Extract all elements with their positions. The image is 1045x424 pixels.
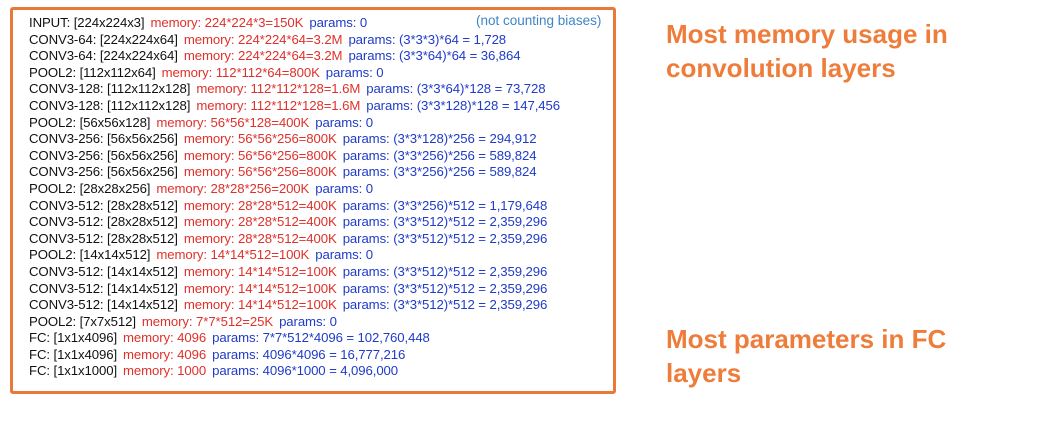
layer-row: CONV3-128: [112x112x128] memory: 112*112*… [29, 98, 566, 115]
memory-value: memory: 112*112*128=1.6M [196, 97, 361, 113]
layer-name: CONV3-64: [224x224x64] [29, 48, 178, 64]
layer-row: POOL2: [56x56x128] memory: 56*56*128=400K… [29, 115, 566, 132]
layer-row: CONV3-512: [28x28x512] memory: 28*28*512=… [29, 231, 566, 248]
params-callout-line: Most parameters in FC [666, 324, 947, 354]
memory-value: memory: 4096 [123, 346, 207, 362]
memory-value: memory: 1000 [123, 363, 207, 379]
layer-name: POOL2: [28x28x256] [29, 180, 151, 196]
memory-value: memory: 224*224*3=150K [150, 15, 304, 30]
layer-row: FC: [1x1x4096] memory: 4096 params: 4096*4… [29, 347, 566, 364]
layer-row: FC: [1x1x4096] memory: 4096 params: 7*7*51… [29, 330, 566, 347]
layer-row: CONV3-512: [14x14x512] memory: 14*14*512=… [29, 281, 566, 298]
layer-row: CONV3-512: [14x14x512] memory: 14*14*512=… [29, 297, 566, 314]
layer-row: CONV3-512: [28x28x512] memory: 28*28*512=… [29, 198, 566, 215]
layer-row: POOL2: [112x112x64] memory: 112*112*64=80… [29, 65, 566, 82]
layer-name: CONV3-512: [28x28x512] [29, 197, 178, 213]
params-value: params: (3*3*512)*512 = 2,359,296 [342, 280, 548, 296]
memory-value: memory: 28*28*256=200K [156, 180, 310, 196]
layer-name: FC: [1x1x4096] [29, 330, 118, 346]
params-value: params: 7*7*512*4096 = 102,760,448 [212, 330, 430, 346]
params-value: params: (3*3*3)*64 = 1,728 [348, 31, 507, 47]
layer-row: CONV3-64: [224x224x64] memory: 224*224*64… [29, 32, 566, 49]
params-value: params: 4096*4096 = 16,777,216 [212, 346, 406, 362]
params-value: params: (3*3*128)*128 = 147,456 [366, 97, 560, 113]
layer-name: CONV3-512: [14x14x512] [29, 263, 178, 279]
biases-note: (not counting biases) [476, 13, 602, 28]
memory-value: memory: 224*224*64=3.2M [183, 31, 343, 47]
params-callout-line: layers [666, 358, 742, 388]
layer-name: CONV3-128: [112x112x128] [29, 97, 191, 113]
layer-name: POOL2: [7x7x512] [29, 313, 136, 329]
params-value: params: 0 [309, 15, 368, 30]
memory-value: memory: 28*28*512=400K [183, 230, 337, 246]
params-value: params: 0 [279, 313, 337, 329]
params-value: params: (3*3*512)*512 = 2,359,296 [342, 297, 548, 313]
layer-name: POOL2: [112x112x64] [29, 64, 156, 80]
params-value: params: 0 [315, 114, 373, 130]
layer-row: CONV3-64: [224x224x64] memory: 224*224*64… [29, 48, 566, 65]
params-callout: Most parameters in FC layers [666, 322, 946, 390]
layer-row: POOL2: [14x14x512] memory: 14*14*512=100K… [29, 247, 566, 264]
layer-row: CONV3-256: [56x56x256] memory: 56*56*256=… [29, 148, 566, 165]
memory-value: memory: 4096 [123, 330, 207, 346]
layer-row: INPUT: [224x224x3] memory: 224*224*3=150K… [29, 15, 566, 32]
memory-value: memory: 28*28*512=400K [183, 214, 337, 230]
layer-row: CONV3-256: [56x56x256] memory: 56*56*256=… [29, 164, 566, 181]
memory-callout: Most memory usage in convolution layers [666, 17, 948, 85]
memory-value: memory: 14*14*512=100K [156, 247, 310, 263]
params-value: params: (3*3*256)*512 = 1,179,648 [342, 197, 548, 213]
params-value: params: 0 [315, 247, 373, 263]
layer-row: POOL2: [7x7x512] memory: 7*7*512=25K param… [29, 314, 566, 331]
memory-value: memory: 56*56*256=800K [183, 147, 337, 163]
params-value: params: (3*3*512)*512 = 2,359,296 [342, 214, 548, 230]
layer-row: CONV3-512: [14x14x512] memory: 14*14*512=… [29, 264, 566, 281]
layer-name: CONV3-512: [28x28x512] [29, 214, 178, 230]
memory-value: memory: 28*28*512=400K [183, 197, 337, 213]
memory-value: memory: 112*112*128=1.6M [196, 81, 361, 97]
params-value: params: (3*3*256)*256 = 589,824 [342, 147, 537, 163]
memory-value: memory: 112*112*64=800K [161, 64, 320, 80]
layer-name: POOL2: [56x56x128] [29, 114, 151, 130]
memory-value: memory: 56*56*128=400K [156, 114, 310, 130]
memory-value: memory: 14*14*512=100K [183, 297, 337, 313]
layer-row: CONV3-128: [112x112x128] memory: 112*112*… [29, 81, 566, 98]
params-value: params: (3*3*128)*256 = 294,912 [342, 131, 537, 147]
layer-name: CONV3-512: [28x28x512] [29, 230, 178, 246]
layer-row: CONV3-256: [56x56x256] memory: 56*56*256=… [29, 131, 566, 148]
memory-value: memory: 7*7*512=25K [141, 313, 274, 329]
layer-row: CONV3-512: [28x28x512] memory: 28*28*512=… [29, 214, 566, 231]
memory-callout-line: Most memory usage in [666, 19, 948, 49]
layer-name: POOL2: [14x14x512] [29, 247, 151, 263]
vgg-layer-table: (not counting biases) INPUT: [224x224x3]… [10, 7, 616, 394]
params-value: params: 0 [325, 64, 384, 80]
layer-name: CONV3-512: [14x14x512] [29, 297, 178, 313]
layer-name: CONV3-512: [14x14x512] [29, 280, 178, 296]
layer-name: CONV3-256: [56x56x256] [29, 147, 178, 163]
layer-name: CONV3-128: [112x112x128] [29, 81, 191, 97]
layer-name: FC: [1x1x1000] [29, 363, 118, 379]
layer-list: INPUT: [224x224x3] memory: 224*224*3=150K… [29, 15, 566, 380]
layer-row: POOL2: [28x28x256] memory: 28*28*256=200K… [29, 181, 566, 198]
layer-name: CONV3-256: [56x56x256] [29, 131, 178, 147]
memory-value: memory: 56*56*256=800K [183, 164, 337, 180]
params-value: params: (3*3*64)*128 = 73,728 [366, 81, 546, 97]
memory-callout-line: convolution layers [666, 53, 896, 83]
memory-value: memory: 14*14*512=100K [183, 280, 337, 296]
memory-value: memory: 56*56*256=800K [183, 131, 337, 147]
layer-name: CONV3-256: [56x56x256] [29, 164, 178, 180]
layer-name: FC: [1x1x4096] [29, 346, 118, 362]
params-value: params: (3*3*64)*64 = 36,864 [348, 48, 521, 64]
layer-name: CONV3-64: [224x224x64] [29, 31, 178, 47]
params-value: params: (3*3*512)*512 = 2,359,296 [342, 230, 548, 246]
params-value: params: 4096*1000 = 4,096,000 [212, 363, 399, 379]
params-value: params: 0 [315, 180, 373, 196]
memory-value: memory: 224*224*64=3.2M [183, 48, 343, 64]
params-value: params: (3*3*256)*256 = 589,824 [342, 164, 537, 180]
params-value: params: (3*3*512)*512 = 2,359,296 [342, 263, 548, 279]
layer-name: INPUT: [224x224x3] [29, 15, 145, 30]
memory-value: memory: 14*14*512=100K [183, 263, 337, 279]
layer-row: FC: [1x1x1000] memory: 1000 params: 4096*1… [29, 363, 566, 380]
